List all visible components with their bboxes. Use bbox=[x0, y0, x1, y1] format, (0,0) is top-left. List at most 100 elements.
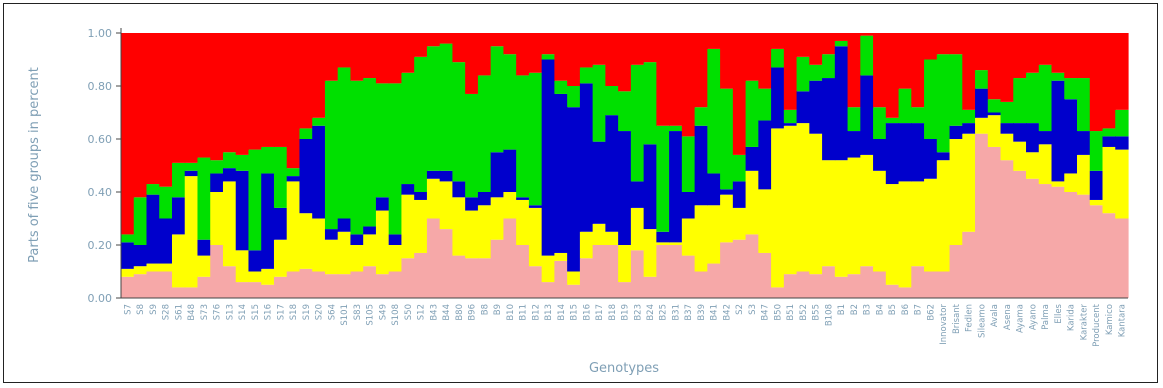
x-tick-label: S105 bbox=[366, 304, 376, 326]
bar-segment-green bbox=[618, 91, 632, 132]
x-tick-label: Elles bbox=[1054, 303, 1064, 323]
bar-segment-blue bbox=[643, 144, 657, 230]
bar-segment-yellow bbox=[643, 229, 657, 277]
bar-segment-green bbox=[579, 67, 594, 84]
bar-segment-blue bbox=[1089, 170, 1104, 200]
x-tick-label: Karida bbox=[1067, 304, 1077, 331]
x-tick-label: S3 bbox=[748, 304, 758, 315]
bar-segment-red bbox=[414, 33, 428, 57]
bar-segment-yellow bbox=[286, 181, 301, 272]
bar-segment-blue bbox=[273, 207, 288, 240]
bar-segment-green bbox=[133, 197, 148, 245]
x-tick-label: Avala bbox=[990, 304, 1000, 327]
x-tick-label: B24 bbox=[646, 304, 656, 321]
bar-segment-red bbox=[159, 33, 173, 187]
bar-segment-blue bbox=[235, 170, 250, 251]
bar-segment-pink bbox=[541, 282, 555, 298]
x-tick-label: S8 bbox=[136, 304, 146, 315]
bar-segment-pink bbox=[197, 276, 211, 298]
bar-segment-pink bbox=[911, 266, 925, 298]
bar-segment-pink bbox=[873, 271, 887, 298]
x-tick-label: B3 bbox=[863, 304, 873, 315]
bar-segment-yellow bbox=[962, 133, 976, 232]
bar-segment-pink bbox=[261, 284, 275, 298]
bar-segment-green bbox=[809, 64, 823, 81]
x-tick-label: B14 bbox=[557, 304, 567, 321]
bar-segment-green bbox=[350, 80, 364, 235]
x-tick-label: B41 bbox=[710, 304, 720, 321]
bar-segment-green bbox=[439, 43, 454, 171]
bar-segment-green bbox=[1077, 78, 1091, 132]
bar-segment-pink bbox=[732, 239, 747, 298]
bar-segment-blue bbox=[962, 123, 976, 134]
bar-segment-blue bbox=[885, 123, 900, 185]
bar-segment-red bbox=[528, 33, 543, 73]
bar-segment-red bbox=[121, 33, 135, 235]
bar-segment-blue bbox=[210, 173, 224, 192]
x-tick-label: B13 bbox=[544, 304, 554, 321]
bar-segment-green bbox=[592, 64, 606, 142]
bar-segment-red bbox=[885, 33, 900, 118]
bar-segment-red bbox=[643, 33, 657, 63]
bar-segment-red bbox=[133, 33, 148, 198]
bar-segment-red bbox=[1115, 33, 1129, 110]
bar-segment-blue bbox=[758, 120, 772, 190]
bar-segment-yellow bbox=[337, 231, 352, 275]
bar-segment-yellow bbox=[1026, 152, 1040, 179]
bar-segment-yellow bbox=[885, 184, 900, 285]
x-tick-label: S7 bbox=[123, 304, 133, 315]
x-tick-label: B42 bbox=[722, 304, 732, 321]
x-tick-label: Brisant bbox=[952, 303, 962, 334]
bar-segment-red bbox=[273, 33, 288, 147]
bar-segment-blue bbox=[1051, 80, 1065, 182]
bar-segment-blue bbox=[528, 205, 543, 208]
x-tick-label: B9 bbox=[493, 304, 503, 315]
bar-segment-yellow bbox=[771, 128, 785, 288]
bar-segment-pink bbox=[452, 255, 466, 298]
bar-segment-pink bbox=[426, 218, 441, 298]
bar-segment-blue bbox=[286, 176, 301, 182]
x-tick-label: B55 bbox=[812, 304, 822, 321]
x-tick-label: S83 bbox=[353, 304, 363, 320]
x-tick-label: B12 bbox=[531, 304, 541, 321]
bar-segment-red bbox=[732, 33, 747, 155]
bar-segment-green bbox=[171, 162, 186, 198]
bar-segment-blue bbox=[465, 197, 479, 211]
bar-segment-pink bbox=[707, 263, 721, 298]
bar-segment-yellow bbox=[171, 234, 186, 288]
x-tick-label: B96 bbox=[468, 304, 478, 321]
bar-segment-red bbox=[975, 33, 989, 71]
x-tick-label: B18 bbox=[608, 304, 618, 321]
bar-segment-pink bbox=[681, 255, 696, 298]
bar-segment-blue bbox=[720, 189, 734, 195]
bar-segment-blue bbox=[605, 115, 619, 232]
bar-segment-green bbox=[541, 54, 555, 60]
y-tick-label: 0.60 bbox=[88, 133, 113, 146]
bar-segment-green bbox=[235, 154, 250, 171]
x-tick-label: Karakter bbox=[1079, 304, 1089, 341]
bar-segment-pink bbox=[465, 258, 479, 298]
x-tick-label: B17 bbox=[595, 304, 605, 321]
x-tick-label: Innovator bbox=[939, 303, 949, 344]
bar-segment-yellow bbox=[528, 207, 543, 267]
bar-segment-green bbox=[465, 93, 479, 198]
x-tick-label: B80 bbox=[455, 304, 465, 321]
bar-segment-pink bbox=[745, 234, 759, 298]
bar-segment-green bbox=[388, 83, 403, 235]
bar-segment-blue bbox=[796, 91, 810, 124]
bar-segment-green bbox=[1051, 72, 1065, 81]
x-tick-label: B5 bbox=[888, 304, 898, 315]
bar-segment-blue bbox=[809, 80, 823, 134]
bar-segment-green bbox=[363, 78, 377, 227]
bar-segment-red bbox=[541, 33, 555, 55]
bar-segment-red bbox=[197, 33, 211, 158]
bar-segment-pink bbox=[490, 239, 505, 298]
bar-segment-green bbox=[669, 125, 683, 132]
x-tick-label: S16 bbox=[264, 304, 274, 320]
bar-segment-green bbox=[286, 168, 301, 177]
bar-segment-yellow bbox=[745, 170, 759, 235]
bar-segment-red bbox=[452, 33, 466, 63]
bar-segment-yellow bbox=[579, 231, 594, 259]
bar-segment-green bbox=[987, 99, 1002, 113]
bar-segment-green bbox=[1115, 109, 1129, 137]
